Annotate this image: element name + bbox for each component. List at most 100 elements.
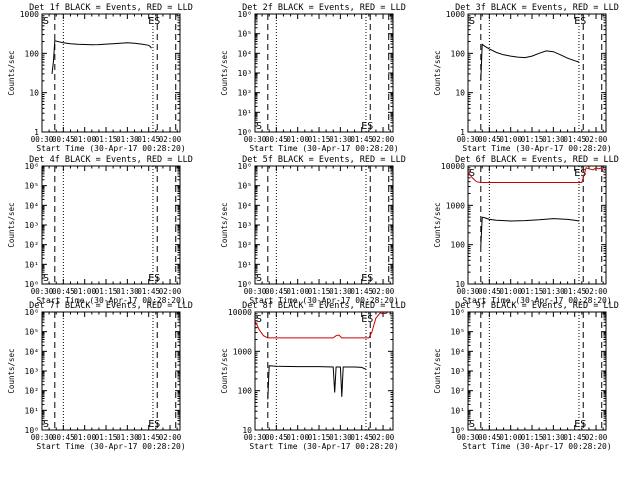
y-axis-label: Counts/sec — [220, 348, 229, 393]
y-tick-label: 1 — [34, 128, 39, 137]
chart-title: Det 5f BLACK = Events, RED = LLD — [242, 155, 406, 165]
y-tick-label: 1000 — [446, 10, 465, 19]
x-tick-label: 01:30 — [116, 287, 139, 296]
y-tick-label: 10 — [455, 89, 465, 98]
end-marker-label: ES — [574, 419, 586, 430]
x-tick-label: 00:30 — [457, 135, 480, 144]
chart-panel-7: Det 7f BLACK = Events, RED = LLD 10⁰ 10¹ 10… — [7, 301, 193, 451]
y-axis-label: Counts/sec — [220, 202, 229, 247]
x-tick-label: 01:00 — [73, 433, 96, 442]
x-tick-label: 01:15 — [521, 135, 544, 144]
y-tick-label: 10³ — [238, 221, 252, 230]
x-tick-label: 00:45 — [52, 135, 75, 144]
x-tick-label: 01:15 — [95, 135, 118, 144]
x-tick-label: 01:30 — [116, 135, 139, 144]
x-tick-label: 01:00 — [499, 135, 522, 144]
x-tick-label: 01:45 — [137, 433, 160, 442]
start-marker-label: S — [43, 419, 49, 430]
x-tick-label: 00:45 — [265, 135, 288, 144]
y-tick-label: 10⁴ — [451, 347, 465, 356]
end-marker-label: ES — [361, 121, 373, 132]
chart-title: Det 1f BLACK = Events, RED = LLD — [29, 3, 193, 13]
y-tick-label: 10000 — [441, 162, 465, 171]
x-tick-label: 00:45 — [478, 287, 501, 296]
plot-frame — [254, 13, 394, 133]
end-marker-label: ES — [148, 16, 160, 27]
x-axis-label: Start Time (30-Apr-17 00:28:20) — [36, 144, 185, 153]
end-marker-label: ES — [361, 273, 373, 284]
y-axis-label: Counts/sec — [220, 50, 229, 95]
y-tick-label: 10⁵ — [238, 30, 252, 39]
events-series-line — [267, 365, 367, 400]
x-axis-label: Start Time (30-Apr-17 00:28:20) — [462, 144, 611, 153]
x-tick-label: 02:00 — [372, 135, 395, 144]
y-tick-label: 10⁵ — [451, 328, 465, 337]
plot-frame — [41, 165, 181, 285]
y-tick-label: 10⁶ — [25, 162, 39, 171]
x-tick-label: 00:30 — [457, 433, 480, 442]
y-tick-label: 10⁴ — [25, 347, 39, 356]
start-marker-label: S — [256, 121, 262, 132]
y-tick-label: 1000 — [233, 347, 252, 356]
x-tick-label: 01:45 — [137, 287, 160, 296]
end-marker-label: ES — [574, 168, 586, 179]
y-tick-label: 10⁵ — [238, 182, 252, 191]
plot-frame — [254, 165, 394, 285]
y-tick-label: 100 — [451, 49, 466, 58]
x-tick-label: 01:45 — [350, 287, 373, 296]
start-marker-label: S — [469, 168, 475, 179]
x-tick-label: 01:15 — [308, 135, 331, 144]
y-tick-label: 100 — [25, 49, 40, 58]
x-tick-label: 01:45 — [563, 287, 586, 296]
chart-panel-2: Det 2f BLACK = Events, RED = LLD 10⁰ 10¹ 10… — [220, 3, 406, 153]
start-marker-label: S — [469, 419, 475, 430]
x-tick-label: 01:15 — [95, 287, 118, 296]
y-tick-label: 100 — [451, 241, 466, 250]
y-tick-label: 1000 — [446, 201, 465, 210]
x-tick-label: 01:30 — [329, 433, 352, 442]
y-tick-label: 100 — [238, 387, 253, 396]
y-tick-label: 10¹ — [25, 406, 39, 415]
chart-panel-5: Det 5f BLACK = Events, RED = LLD 10⁰ 10¹ 10… — [220, 155, 406, 305]
x-tick-label: 01:00 — [286, 433, 309, 442]
start-marker-label: S — [256, 273, 262, 284]
plot-frame — [467, 13, 607, 133]
y-tick-label: 10⁰ — [25, 426, 39, 435]
x-tick-label: 00:30 — [244, 135, 267, 144]
y-axis-label: Counts/sec — [433, 348, 442, 393]
y-tick-label: 10⁶ — [238, 162, 252, 171]
y-axis-label: Counts/sec — [433, 50, 442, 95]
chart-title: Det 7f BLACK = Events, RED = LLD — [29, 301, 193, 311]
x-tick-label: 01:15 — [308, 433, 331, 442]
x-tick-label: 02:00 — [159, 135, 182, 144]
events-series-line — [480, 43, 580, 81]
end-marker-label: ES — [148, 419, 160, 430]
x-tick-label: 01:45 — [350, 135, 373, 144]
plot-frame — [467, 311, 607, 431]
chart-title: Det 8f BLACK = Events, RED = LLD — [242, 301, 406, 311]
y-tick-label: 10 — [455, 280, 465, 289]
y-axis-label: Counts/sec — [433, 202, 442, 247]
y-tick-label: 10¹ — [238, 260, 252, 269]
start-marker-label: S — [43, 273, 49, 284]
x-tick-label: 01:45 — [563, 433, 586, 442]
x-tick-label: 00:30 — [31, 433, 54, 442]
x-tick-label: 01:45 — [350, 433, 373, 442]
x-tick-label: 01:45 — [563, 135, 586, 144]
plot-frame — [41, 13, 181, 133]
chart-panel-9: Det 9f BLACK = Events, RED = LLD 10⁰ 10¹ 10… — [433, 301, 619, 451]
x-tick-label: 01:30 — [329, 287, 352, 296]
y-tick-label: 10⁶ — [238, 10, 252, 19]
x-tick-label: 01:00 — [286, 287, 309, 296]
x-tick-label: 01:00 — [499, 287, 522, 296]
chart-panel-4: Det 4f BLACK = Events, RED = LLD 10⁰ 10¹ 10… — [7, 155, 193, 305]
x-tick-label: 02:00 — [585, 287, 608, 296]
chart-title: Det 2f BLACK = Events, RED = LLD — [242, 3, 406, 13]
chart-panel-1: Det 1f BLACK = Events, RED = LLD 1 10 100 10… — [7, 3, 193, 153]
end-marker-label: ES — [574, 16, 586, 27]
plot-frame — [254, 311, 394, 431]
x-tick-label: 01:30 — [329, 135, 352, 144]
y-tick-label: 10¹ — [238, 108, 252, 117]
x-tick-label: 01:00 — [499, 433, 522, 442]
